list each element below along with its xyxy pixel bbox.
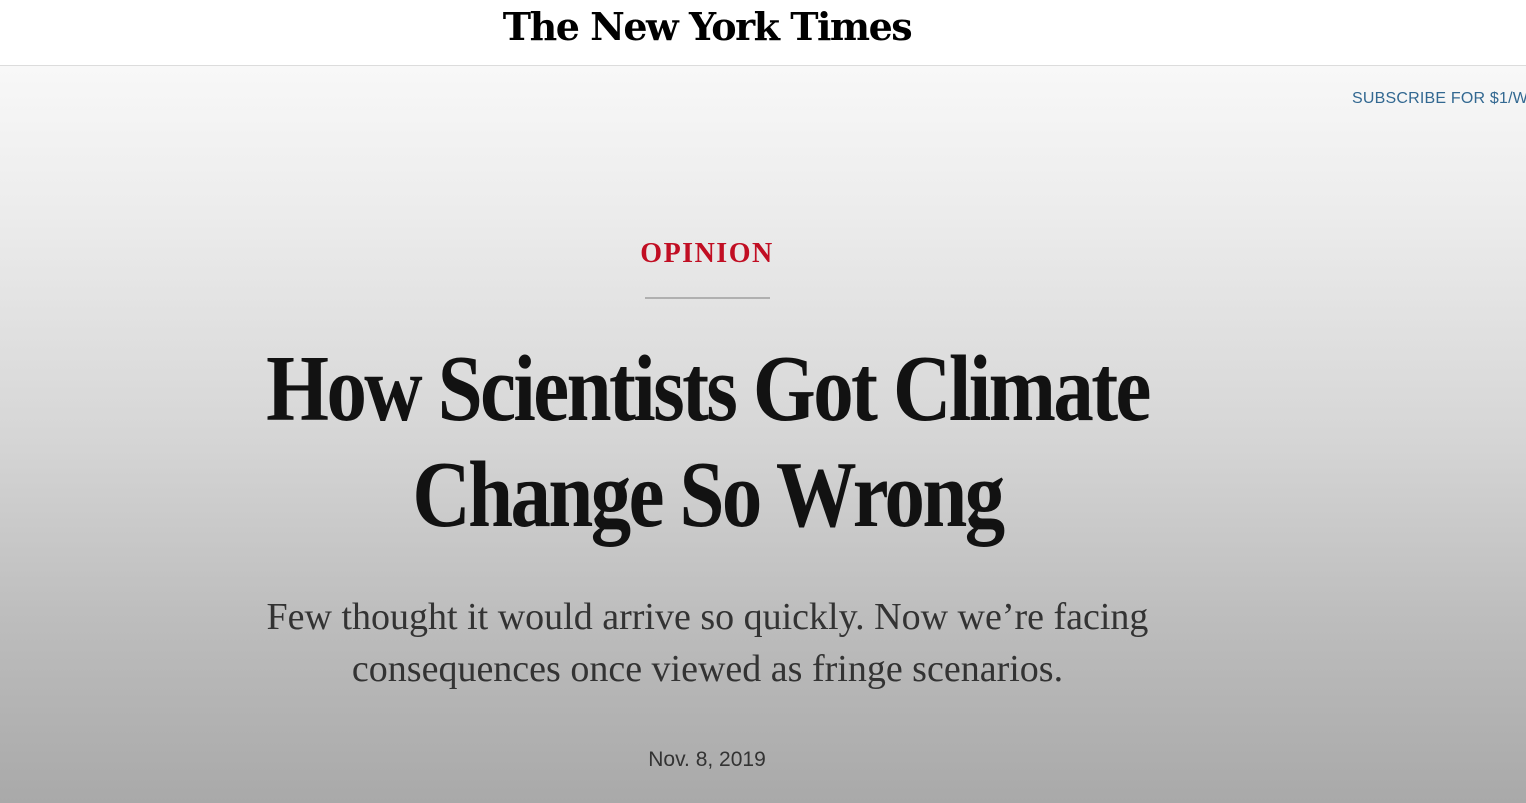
nyt-logo[interactable]: The New York Times <box>502 4 913 49</box>
publish-date: Nov. 8, 2019 <box>648 748 766 771</box>
article-headline: How Scientists Got Climate Change So Wro… <box>266 337 1151 547</box>
kicker-divider <box>645 297 770 299</box>
article-summary: Few thought it would arrive so quickly. … <box>266 596 1149 690</box>
subscribe-link[interactable]: SUBSCRIBE FOR $1/W <box>1352 90 1526 107</box>
section-kicker[interactable]: OPINION <box>640 238 774 269</box>
article-hero: SUBSCRIBE FOR $1/W OPINION How Scientist… <box>0 66 1526 803</box>
masthead: The New York Times <box>0 0 1526 66</box>
